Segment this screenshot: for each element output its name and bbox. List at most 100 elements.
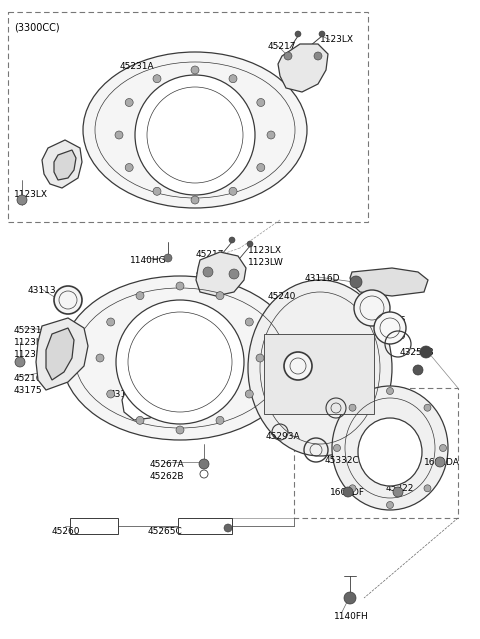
Circle shape [344, 592, 356, 604]
Circle shape [256, 354, 264, 362]
Circle shape [153, 187, 161, 196]
Text: 1123LX: 1123LX [248, 246, 282, 255]
Text: 45265C: 45265C [148, 527, 183, 536]
Circle shape [199, 459, 209, 469]
Circle shape [17, 195, 27, 205]
Circle shape [125, 98, 133, 107]
Circle shape [176, 426, 184, 434]
Text: 45274A: 45274A [196, 268, 230, 277]
Circle shape [386, 502, 394, 509]
Circle shape [15, 357, 25, 367]
Circle shape [229, 75, 237, 82]
Text: 45216: 45216 [45, 156, 73, 165]
Circle shape [284, 52, 292, 60]
Ellipse shape [358, 418, 422, 486]
Polygon shape [42, 140, 82, 188]
Circle shape [420, 346, 432, 358]
Text: 1123LX: 1123LX [14, 338, 48, 347]
Circle shape [334, 445, 340, 452]
Circle shape [354, 290, 390, 326]
Text: 45231A: 45231A [120, 62, 155, 71]
Ellipse shape [116, 300, 244, 424]
Text: 45217: 45217 [268, 42, 297, 51]
Text: 43113: 43113 [28, 286, 57, 295]
Circle shape [247, 241, 253, 247]
Circle shape [125, 164, 133, 171]
Circle shape [229, 269, 239, 279]
Circle shape [257, 98, 265, 107]
Text: 45217: 45217 [196, 250, 225, 259]
Circle shape [350, 276, 362, 288]
Circle shape [440, 445, 446, 452]
Ellipse shape [332, 386, 448, 510]
Text: 1601DA: 1601DA [424, 458, 460, 467]
Text: 45516: 45516 [378, 316, 407, 325]
Circle shape [153, 75, 161, 82]
Polygon shape [46, 328, 74, 380]
Polygon shape [278, 44, 328, 92]
Circle shape [343, 487, 353, 497]
Circle shape [54, 286, 82, 314]
Circle shape [424, 485, 431, 492]
Ellipse shape [83, 52, 307, 208]
Text: 45391: 45391 [356, 298, 384, 307]
Circle shape [191, 196, 199, 204]
Circle shape [229, 187, 237, 196]
Text: 45231A: 45231A [14, 326, 48, 335]
Text: 1123LW: 1123LW [248, 258, 284, 267]
Circle shape [435, 457, 445, 467]
Text: 45299: 45299 [378, 332, 407, 341]
Polygon shape [54, 150, 76, 180]
Circle shape [319, 31, 325, 37]
Circle shape [393, 487, 403, 497]
Circle shape [136, 417, 144, 424]
Text: 45267A: 45267A [150, 460, 185, 469]
Text: 43175: 43175 [14, 386, 43, 395]
Circle shape [191, 66, 199, 74]
Polygon shape [122, 384, 162, 420]
Circle shape [245, 318, 253, 326]
Text: 45262B: 45262B [150, 472, 184, 481]
Text: 45293A: 45293A [266, 432, 300, 441]
Text: 22121: 22121 [340, 402, 368, 411]
Text: 1430JB: 1430JB [152, 310, 184, 319]
Circle shape [295, 31, 301, 37]
Bar [264, 334, 374, 414]
Text: 43253B: 43253B [400, 348, 434, 357]
Circle shape [96, 354, 104, 362]
Ellipse shape [62, 276, 298, 440]
Circle shape [229, 237, 235, 243]
Circle shape [176, 282, 184, 290]
Text: 45260: 45260 [52, 527, 81, 536]
Text: 1123LX: 1123LX [14, 190, 48, 199]
Text: 45332C: 45332C [325, 456, 360, 465]
Circle shape [136, 291, 144, 300]
Polygon shape [196, 252, 246, 296]
Text: 43135: 43135 [110, 390, 139, 399]
Text: 1123LW: 1123LW [14, 350, 50, 359]
Ellipse shape [135, 75, 255, 195]
Bar [178, 518, 232, 534]
Circle shape [245, 390, 253, 398]
Circle shape [107, 318, 115, 326]
Circle shape [349, 404, 356, 411]
Polygon shape [36, 318, 88, 390]
Text: 45240: 45240 [268, 292, 296, 301]
Circle shape [164, 254, 172, 262]
Circle shape [107, 390, 115, 398]
Bar [70, 518, 118, 534]
Circle shape [424, 404, 431, 411]
Text: 43119: 43119 [310, 364, 338, 373]
Ellipse shape [248, 280, 392, 456]
Circle shape [314, 52, 322, 60]
Circle shape [203, 267, 213, 277]
Text: 45320D: 45320D [310, 376, 346, 385]
Text: 45322: 45322 [386, 484, 414, 493]
Text: 1123LX: 1123LX [320, 35, 354, 44]
Text: 1140HG: 1140HG [130, 256, 167, 265]
Text: 45216: 45216 [14, 374, 43, 383]
Circle shape [216, 291, 224, 300]
Circle shape [216, 417, 224, 424]
Circle shape [257, 164, 265, 171]
Text: 1601DF: 1601DF [330, 488, 365, 497]
